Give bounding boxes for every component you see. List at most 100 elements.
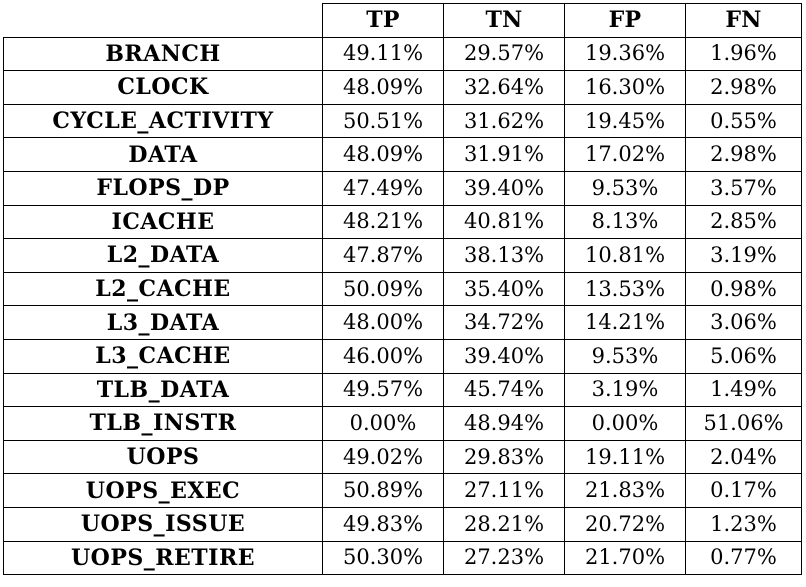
cell-tp: 50.09% — [322, 271, 444, 307]
cell-tn: 39.40% — [443, 338, 565, 374]
row-metric-label: BRANCH — [3, 36, 323, 72]
cell-fn: 2.98% — [685, 137, 802, 172]
cell-tp: 50.51% — [322, 103, 444, 139]
cell-tn: 40.81% — [443, 204, 565, 240]
table-row: TLB_DATA 49.57% 45.74% 3.19% 1.49% — [3, 372, 802, 408]
cell-tn: 27.23% — [443, 540, 565, 576]
cell-fn: 0.77% — [685, 540, 802, 576]
table-row: CLOCK 48.09% 32.64% 16.30% 2.98% — [3, 70, 802, 105]
table-row: UOPS_EXEC 50.89% 27.11% 21.83% 0.17% — [3, 473, 802, 508]
cell-tp: 50.30% — [322, 540, 444, 576]
cell-tn: 29.83% — [443, 439, 565, 475]
row-metric-label: ICACHE — [3, 204, 323, 240]
row-metric-label: FLOPS_DP — [3, 170, 323, 206]
table-row: L2_DATA 47.87% 38.13% 10.81% 3.19% — [3, 238, 802, 273]
row-metric-label: UOPS_RETIRE — [3, 540, 323, 576]
cell-tn: 34.72% — [443, 305, 565, 340]
cell-tp: 49.83% — [322, 506, 444, 542]
table-row: UOPS_RETIRE 50.30% 27.23% 21.70% 0.77% — [3, 540, 802, 576]
cell-tp: 48.09% — [322, 70, 444, 105]
cell-fn: 0.55% — [685, 103, 802, 139]
cell-tn: 31.62% — [443, 103, 565, 139]
table-row: FLOPS_DP 47.49% 39.40% 9.53% 3.57% — [3, 170, 802, 206]
cell-tn: 48.94% — [443, 406, 565, 441]
cell-tn: 45.74% — [443, 372, 565, 408]
cell-tp: 47.87% — [322, 238, 444, 273]
cell-tn: 29.57% — [443, 36, 565, 72]
cell-fn: 5.06% — [685, 338, 802, 374]
table-header: TP TN FP FN — [3, 3, 802, 38]
cell-tn: 38.13% — [443, 238, 565, 273]
row-metric-label: CYCLE_ACTIVITY — [3, 103, 323, 139]
header-tn: TN — [443, 3, 565, 38]
row-metric-label: L2_CACHE — [3, 271, 323, 307]
cell-tp: 49.57% — [322, 372, 444, 408]
cell-fp: 9.53% — [564, 170, 686, 206]
cell-tp: 48.09% — [322, 137, 444, 172]
cell-tp: 48.21% — [322, 204, 444, 240]
cell-fn: 2.04% — [685, 439, 802, 475]
cell-fp: 21.70% — [564, 540, 686, 576]
cell-tp: 49.11% — [322, 36, 444, 72]
cell-fp: 10.81% — [564, 238, 686, 273]
row-metric-label: UOPS — [3, 439, 323, 475]
row-metric-label: UOPS_ISSUE — [3, 506, 323, 542]
cell-fn: 3.57% — [685, 170, 802, 206]
cell-fp: 19.45% — [564, 103, 686, 139]
cell-fn: 2.85% — [685, 204, 802, 240]
row-metric-label: UOPS_EXEC — [3, 473, 323, 508]
cell-tp: 0.00% — [322, 406, 444, 441]
table-row: DATA 48.09% 31.91% 17.02% 2.98% — [3, 137, 802, 172]
cell-fn: 0.98% — [685, 271, 802, 307]
cell-fp: 0.00% — [564, 406, 686, 441]
cell-fn: 51.06% — [685, 406, 802, 441]
table-row: CYCLE_ACTIVITY 50.51% 31.62% 19.45% 0.55% — [3, 103, 802, 139]
header-row: TP TN FP FN — [3, 3, 802, 38]
table-row: UOPS_ISSUE 49.83% 28.21% 20.72% 1.23% — [3, 506, 802, 542]
cell-tp: 46.00% — [322, 338, 444, 374]
header-tp: TP — [322, 3, 444, 38]
cell-tp: 47.49% — [322, 170, 444, 206]
cell-fn: 2.98% — [685, 70, 802, 105]
cell-tn: 27.11% — [443, 473, 565, 508]
cell-fn: 1.23% — [685, 506, 802, 542]
cell-fp: 20.72% — [564, 506, 686, 542]
cell-fp: 16.30% — [564, 70, 686, 105]
table-row: UOPS 49.02% 29.83% 19.11% 2.04% — [3, 439, 802, 475]
cell-fn: 0.17% — [685, 473, 802, 508]
header-fn: FN — [685, 3, 802, 38]
cell-fp: 21.83% — [564, 473, 686, 508]
cell-tp: 48.00% — [322, 305, 444, 340]
cell-fn: 3.06% — [685, 305, 802, 340]
cell-tn: 28.21% — [443, 506, 565, 542]
row-metric-label: L2_DATA — [3, 238, 323, 273]
cell-tn: 31.91% — [443, 137, 565, 172]
cell-fn: 1.49% — [685, 372, 802, 408]
header-fp: FP — [564, 3, 686, 38]
cell-fn: 3.19% — [685, 238, 802, 273]
row-metric-label: CLOCK — [3, 70, 323, 105]
cell-tn: 39.40% — [443, 170, 565, 206]
cell-tn: 32.64% — [443, 70, 565, 105]
cell-fp: 19.11% — [564, 439, 686, 475]
row-metric-label: L3_DATA — [3, 305, 323, 340]
cell-fp: 13.53% — [564, 271, 686, 307]
cell-fp: 14.21% — [564, 305, 686, 340]
table-row: TLB_INSTR 0.00% 48.94% 0.00% 51.06% — [3, 406, 802, 441]
table-row: L2_CACHE 50.09% 35.40% 13.53% 0.98% — [3, 271, 802, 307]
cell-fp: 9.53% — [564, 338, 686, 374]
cell-fp: 19.36% — [564, 36, 686, 72]
row-metric-label: DATA — [3, 137, 323, 172]
table-row: L3_CACHE 46.00% 39.40% 9.53% 5.06% — [3, 338, 802, 374]
table-row: L3_DATA 48.00% 34.72% 14.21% 3.06% — [3, 305, 802, 340]
table-row: BRANCH 49.11% 29.57% 19.36% 1.96% — [3, 36, 802, 72]
cell-fn: 1.96% — [685, 36, 802, 72]
row-metric-label: L3_CACHE — [3, 338, 323, 374]
header-corner-cell — [3, 3, 323, 38]
results-table: TP TN FP FN BRANCH 49.11% 29.57% 19.36% 1.96… — [3, 3, 802, 576]
row-metric-label: TLB_INSTR — [3, 406, 323, 441]
cell-fp: 8.13% — [564, 204, 686, 240]
table-body: BRANCH 49.11% 29.57% 19.36% 1.96% CLOCK 48.09%… — [3, 36, 802, 576]
cell-tp: 49.02% — [322, 439, 444, 475]
cell-fp: 3.19% — [564, 372, 686, 408]
